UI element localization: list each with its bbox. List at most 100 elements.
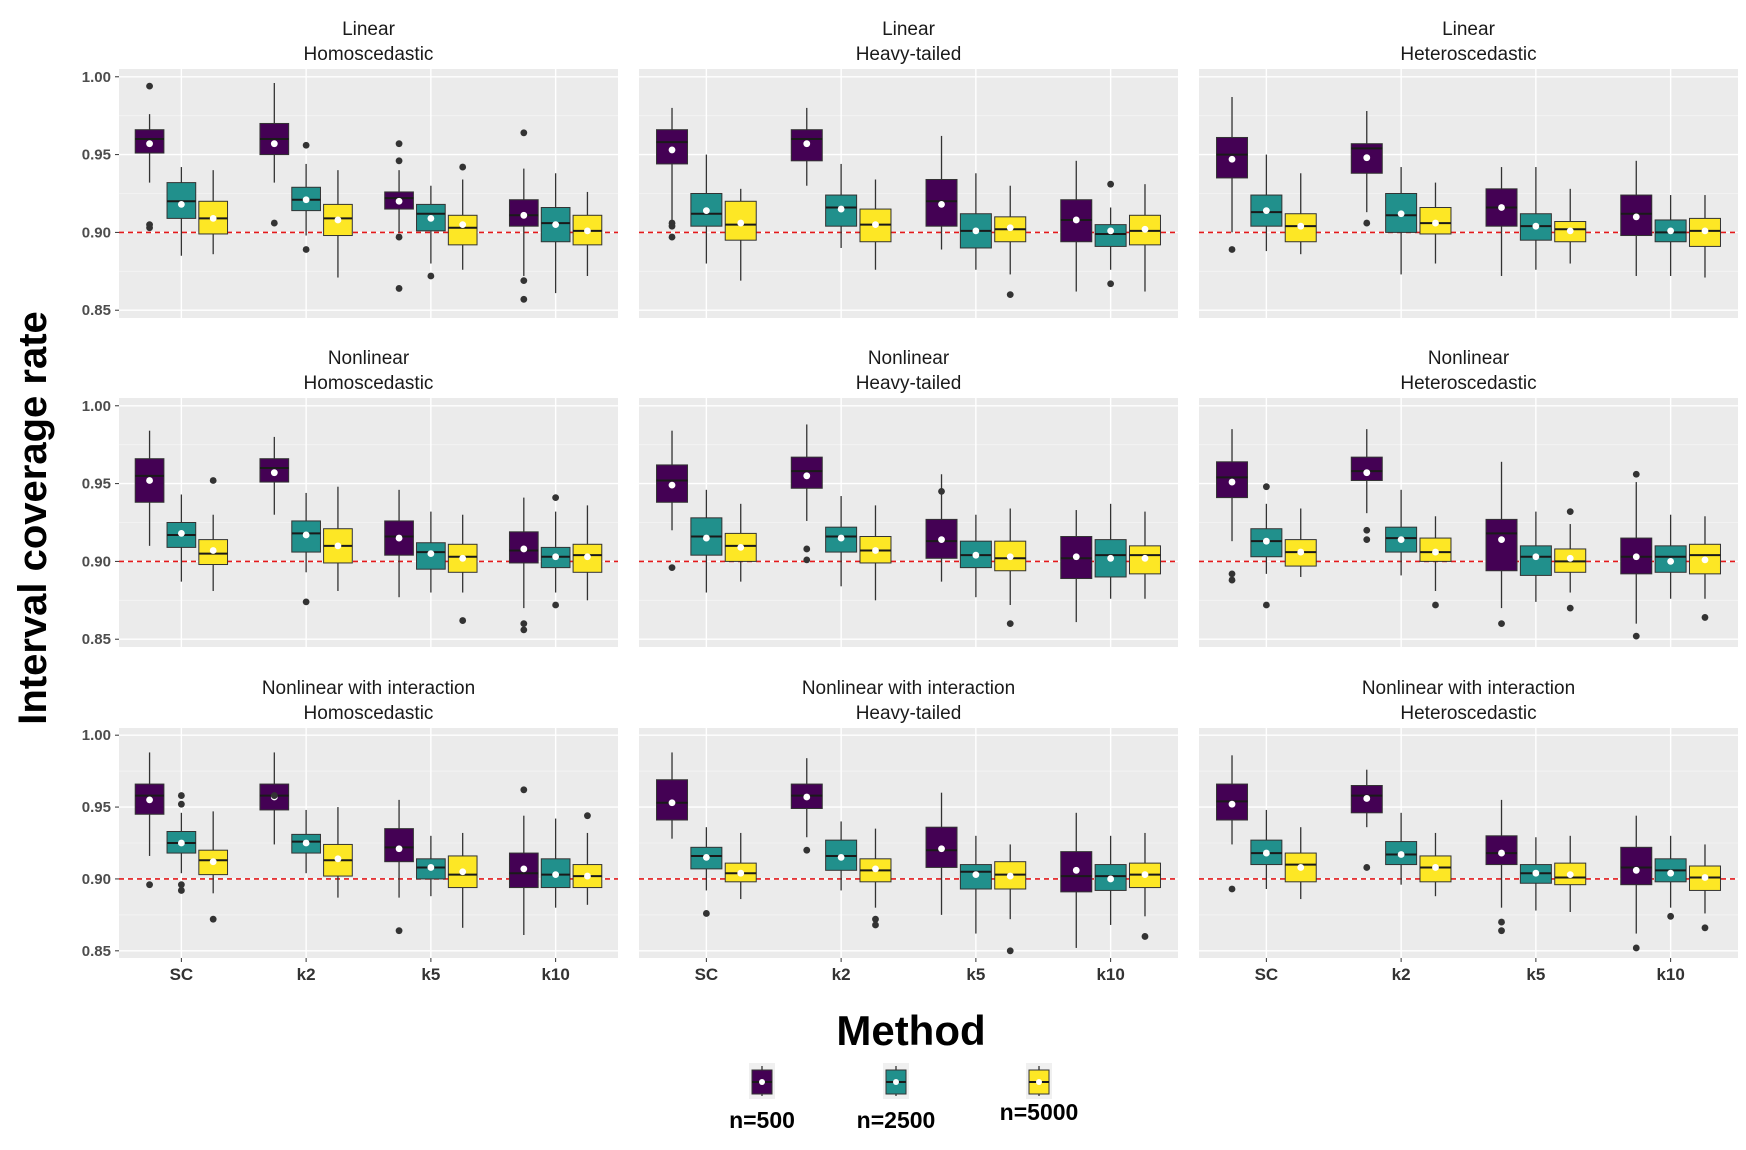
boxplot-n=500 — [925, 474, 958, 582]
mean-marker — [302, 196, 310, 204]
mean-marker — [520, 545, 528, 553]
mean-marker — [1072, 216, 1080, 224]
boxplot-n=500 — [508, 129, 539, 303]
boxplot-n=5000 — [1419, 832, 1452, 897]
panel: Nonlinear Heteroscedastic — [1199, 348, 1738, 647]
mean-marker — [302, 839, 310, 847]
outlier-point — [395, 233, 403, 241]
mean-marker — [209, 547, 217, 554]
boxplot-n=500 — [1485, 167, 1518, 276]
boxplot-n=2500 — [1094, 503, 1127, 599]
boxplot-n=2500 — [825, 821, 858, 891]
boxplot-n=5000 — [859, 179, 892, 270]
panel-title-noise: Heteroscedastic — [1400, 44, 1536, 65]
boxplot-n=500 — [384, 140, 414, 292]
boxplot-n=500 — [790, 758, 823, 854]
box — [447, 214, 478, 246]
mean-marker — [1072, 866, 1080, 874]
outlier-point — [1363, 526, 1371, 534]
boxplot-n=500 — [384, 489, 414, 598]
panel-title-noise: Homoscedastic — [304, 44, 434, 65]
boxplot-n=2500 — [1654, 514, 1687, 599]
y-tick-label: 0.90 — [82, 553, 111, 570]
outlier-point — [1006, 291, 1014, 299]
mean-marker — [668, 799, 676, 807]
outlier-point — [427, 272, 435, 280]
panels-layer: LinearHomoscedasticLinearHeavy-tailedLin… — [119, 19, 1738, 958]
mean-marker — [1297, 222, 1305, 230]
boxplot-n=2500 — [1519, 167, 1552, 270]
outlier-point — [1006, 947, 1014, 955]
mean-marker — [427, 215, 435, 222]
boxplot-n=500 — [1350, 111, 1383, 227]
outlier-point — [1498, 918, 1505, 926]
outlier-point — [1363, 536, 1371, 544]
outlier-point — [1632, 632, 1640, 640]
x-tick-label: k10 — [541, 965, 569, 984]
outlier-point — [146, 224, 153, 232]
outlier-point — [177, 887, 185, 894]
mean-marker — [302, 531, 310, 539]
boxplot-n=2500 — [1385, 812, 1418, 885]
outlier-point — [395, 285, 403, 292]
legend-item: n=2500 — [857, 1063, 935, 1133]
boxplot-n=5000 — [994, 508, 1027, 628]
mean-marker — [520, 211, 528, 219]
boxplot-n=500 — [1060, 510, 1093, 623]
mean-marker — [1228, 155, 1236, 163]
boxplot-n=2500 — [291, 492, 321, 606]
box — [323, 203, 353, 237]
mean-marker — [395, 197, 403, 205]
box — [790, 129, 823, 162]
y-tick-label: 0.85 — [82, 302, 111, 319]
mean-marker — [938, 200, 945, 208]
mean-marker — [803, 140, 811, 148]
outlier-point — [520, 129, 528, 137]
outlier-point — [1498, 620, 1505, 628]
mean-marker — [1632, 866, 1640, 874]
boxplot-n=5000 — [1128, 511, 1161, 599]
x-tick-label: k5 — [421, 965, 440, 984]
x-tick-label: k2 — [1392, 965, 1411, 984]
outlier-point — [1566, 604, 1574, 612]
boxplot-n=5000 — [323, 170, 353, 278]
mean-marker — [1566, 871, 1574, 879]
x-tick-label: SC — [170, 965, 194, 984]
x-axis-title: Method — [836, 1007, 985, 1054]
box — [1688, 543, 1721, 575]
boxplot-n=500 — [1216, 97, 1249, 253]
y-tick-label: 1.00 — [82, 398, 111, 415]
boxplot-n=2500 — [1094, 835, 1127, 925]
boxplot-n=500 — [1620, 160, 1653, 276]
outlier-point — [1632, 470, 1640, 478]
outlier-point — [1228, 576, 1236, 584]
x-tick-label: k2 — [297, 965, 316, 984]
boxplot-n=500 — [134, 82, 165, 232]
boxplot-n=2500 — [540, 818, 571, 908]
outlier-point — [552, 601, 560, 609]
outlier-point — [520, 277, 528, 285]
mean-marker — [1363, 795, 1371, 802]
panel-title-noise: Heavy-tailed — [856, 703, 962, 724]
mean-marker — [1006, 553, 1014, 561]
outlier-point — [1432, 601, 1439, 609]
box — [1485, 518, 1518, 572]
mean-marker — [552, 553, 560, 561]
outlier-point — [872, 921, 879, 929]
boxplot-n=5000 — [572, 505, 603, 601]
boxplot-n=2500 — [540, 494, 571, 609]
mean-marker — [1532, 222, 1540, 230]
boxplot-n=5000 — [1284, 173, 1317, 255]
mean-marker — [872, 547, 879, 554]
panel-title-model: Nonlinear with interaction — [262, 678, 475, 699]
outlier-point — [177, 792, 185, 799]
boxplot-n=500 — [508, 786, 539, 935]
outlier-point — [702, 910, 710, 917]
boxplot-n=500 — [134, 430, 165, 546]
boxplot-n=2500 — [959, 514, 992, 598]
outlier-point — [177, 800, 185, 808]
boxplot-n=500 — [1060, 160, 1093, 292]
mean-marker — [427, 550, 435, 558]
mean-marker — [1262, 849, 1270, 857]
